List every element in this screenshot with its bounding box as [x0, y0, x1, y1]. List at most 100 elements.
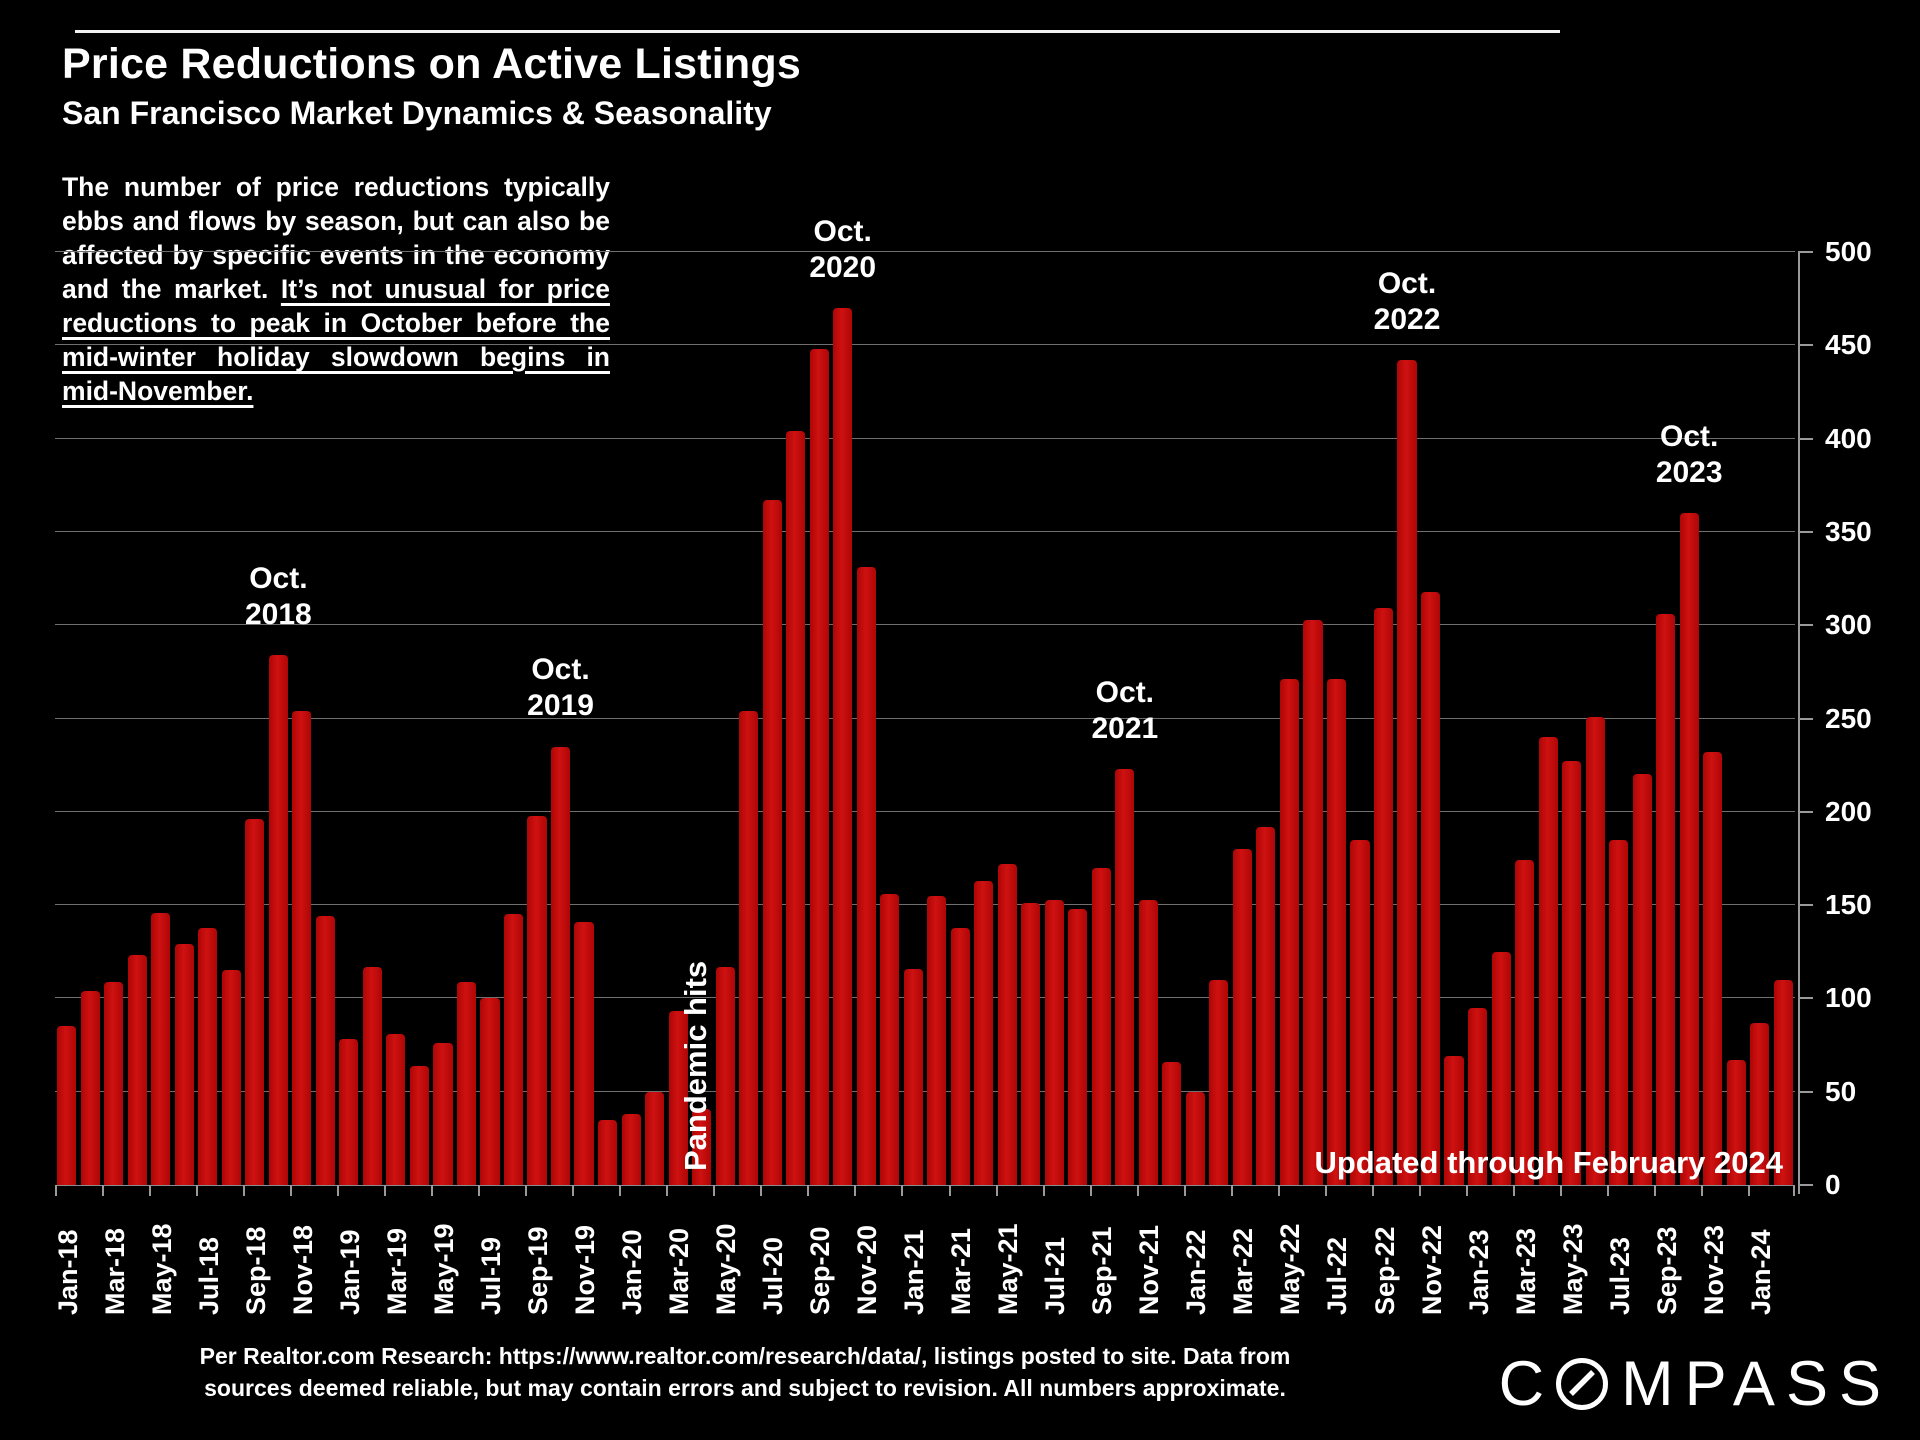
- bar-Nov-23: [1703, 752, 1723, 1185]
- annotation-Oct-22: Oct. 2022: [1332, 266, 1482, 338]
- bar-Dec-18: [315, 916, 335, 1185]
- gridline-450: [55, 344, 1795, 346]
- x-tick-Jan-19: [337, 1185, 340, 1196]
- x-tick-Sep-22: [1371, 1185, 1374, 1196]
- bar-Jul-21: [1044, 899, 1064, 1185]
- x-label-Sep-23: Sep-23: [1651, 1226, 1682, 1315]
- annotation-line: 2019: [527, 689, 594, 723]
- y-tick-0: [1798, 1184, 1813, 1186]
- x-label-Nov-22: Nov-22: [1416, 1224, 1447, 1315]
- x-label-Jul-20: Jul-20: [758, 1236, 789, 1315]
- bar-Jan-23: [1468, 1007, 1488, 1185]
- y-label-150: 150: [1825, 889, 1872, 921]
- bar-Feb-18: [80, 990, 100, 1185]
- x-tick-May-19: [431, 1185, 434, 1196]
- bar-Nov-19: [574, 921, 594, 1185]
- annotation-Oct-20: Oct. 2020: [768, 214, 918, 286]
- logo-letters-mpass: MPASS: [1621, 1349, 1892, 1419]
- bar-Jan-22: [1185, 1091, 1205, 1185]
- x-tick-Sep-18: [243, 1185, 246, 1196]
- x-tick-Mar-18: [102, 1185, 105, 1196]
- x-label-Sep-22: Sep-22: [1369, 1226, 1400, 1315]
- bar-Dec-19: [598, 1119, 618, 1185]
- description-underlined-text: It’s not unusual for price reductions to…: [62, 274, 610, 406]
- x-label-Sep-20: Sep-20: [805, 1226, 836, 1315]
- bar-Aug-19: [503, 914, 524, 1185]
- bar-Sep-20: [809, 349, 829, 1185]
- x-label-Mar-18: Mar-18: [99, 1227, 130, 1315]
- bar-Sep-18: [245, 819, 265, 1185]
- x-tick-Jan-24: [1747, 1185, 1750, 1196]
- annotation-line: Oct.: [1660, 420, 1719, 454]
- y-label-450: 450: [1825, 329, 1872, 361]
- annotation-Oct-23: Oct. 2023: [1614, 419, 1764, 491]
- annotation-line: 2018: [245, 598, 312, 632]
- gridline-50: [55, 1090, 1795, 1092]
- annotation-line: 2021: [1091, 711, 1159, 745]
- x-tick-May-21: [995, 1185, 998, 1196]
- x-label-Nov-18: Nov-18: [287, 1224, 318, 1315]
- source-footnote: Per Realtor.com Research: https://www.re…: [140, 1340, 1350, 1404]
- footnote-line-2: sources deemed reliable, but may contain…: [204, 1375, 1286, 1401]
- bar-Jul-18: [198, 927, 218, 1185]
- gridline-300: [55, 624, 1795, 626]
- bar-Sep-23: [1656, 614, 1676, 1185]
- x-tick-Nov-19: [572, 1185, 575, 1196]
- x-label-Mar-22: Mar-22: [1228, 1227, 1259, 1315]
- bar-Mar-20: [668, 1011, 688, 1185]
- bar-Aug-20: [786, 431, 806, 1185]
- x-label-Jan-24: Jan-24: [1745, 1229, 1776, 1315]
- y-label-50: 50: [1825, 1075, 1857, 1107]
- bar-Apr-23: [1538, 737, 1558, 1185]
- gridline-500: [55, 251, 1795, 252]
- x-label-Mar-20: Mar-20: [664, 1227, 695, 1315]
- y-tick-50: [1798, 1090, 1813, 1093]
- bar-Oct-23: [1679, 513, 1699, 1185]
- bar-Oct-21: [1115, 768, 1135, 1185]
- compass-logo: C MPASS: [1499, 1348, 1892, 1420]
- y-axis: 0 50 100 150 200 250 300 350 400 450 500: [1798, 236, 1920, 1200]
- x-label-Jul-21: Jul-21: [1040, 1236, 1071, 1315]
- y-label-250: 250: [1825, 702, 1872, 734]
- page-title: Price Reductions on Active Listings: [62, 40, 801, 88]
- description-normal-text: The number of price reductions typically…: [62, 172, 610, 304]
- annotation-line: Oct.: [1095, 675, 1155, 709]
- x-label-Jul-19: Jul-19: [476, 1236, 506, 1315]
- x-tick-Jan-18: [55, 1185, 57, 1196]
- x-label-May-21: May-21: [993, 1223, 1024, 1315]
- bar-Apr-22: [1256, 826, 1276, 1185]
- x-tick-Jul-21: [1042, 1185, 1045, 1196]
- bar-Apr-20: [692, 1108, 712, 1185]
- x-label-May-22: May-22: [1275, 1223, 1306, 1315]
- gridline-100: [55, 997, 1795, 999]
- bar-Nov-22: [1420, 591, 1441, 1185]
- bar-Feb-20: [645, 1091, 665, 1185]
- bar-May-22: [1279, 679, 1299, 1185]
- x-tick-Jul-20: [760, 1185, 763, 1196]
- x-tick-Jul-22: [1324, 1185, 1327, 1196]
- bar-Aug-21: [1068, 908, 1088, 1185]
- x-tick-Mar-23: [1512, 1185, 1515, 1196]
- y-label-300: 300: [1825, 609, 1872, 641]
- annotation-line: Oct.: [531, 653, 590, 687]
- x-tick-Mar-19: [384, 1185, 387, 1196]
- x-tick-Sep-20: [807, 1185, 810, 1196]
- x-label-Jul-18: Jul-18: [193, 1236, 224, 1315]
- bar-Jul-23: [1609, 839, 1629, 1185]
- bar-Apr-21: [974, 880, 994, 1185]
- bar-Dec-21: [1162, 1061, 1182, 1185]
- bar-Dec-23: [1726, 1059, 1746, 1185]
- x-label-Jan-18: Jan-18: [52, 1229, 83, 1315]
- y-label-350: 350: [1825, 515, 1872, 547]
- bar-Jul-22: [1326, 679, 1347, 1185]
- bar-Feb-22: [1209, 979, 1229, 1185]
- y-label-400: 400: [1825, 422, 1872, 454]
- gridline-200: [55, 810, 1795, 812]
- slashed-circle-icon: [1556, 1358, 1609, 1410]
- bar-May-19: [433, 1043, 453, 1185]
- x-label-Jan-21: Jan-21: [899, 1229, 930, 1315]
- y-tick-250: [1798, 717, 1813, 720]
- annotation-line: Oct.: [813, 214, 872, 248]
- x-tick-May-22: [1277, 1185, 1280, 1196]
- bar-May-20: [715, 966, 735, 1185]
